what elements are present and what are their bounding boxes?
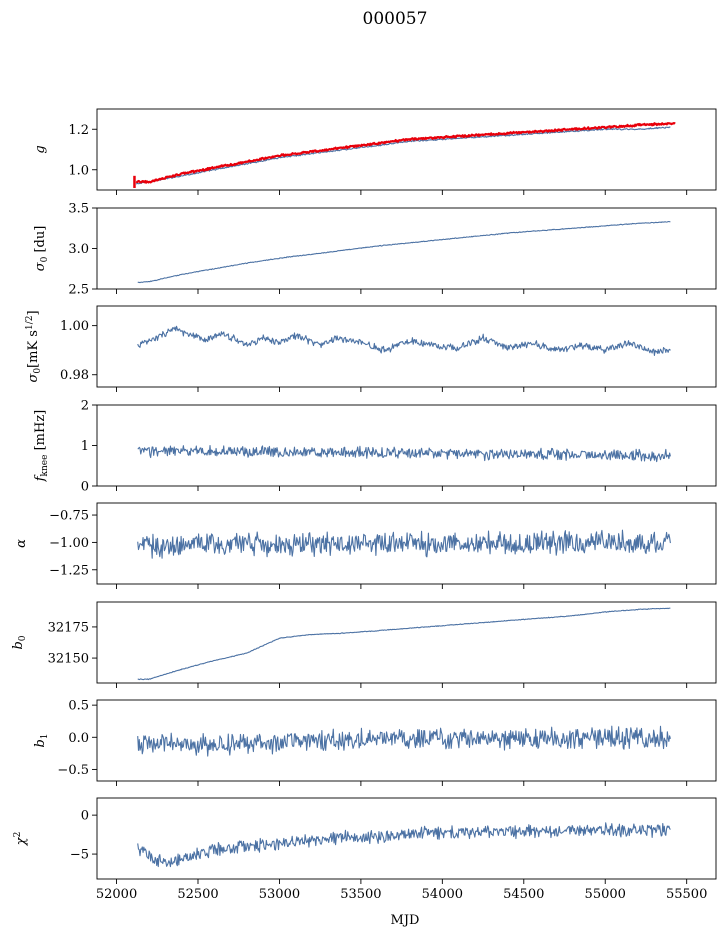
y-tick-label: 1.2 bbox=[68, 123, 89, 138]
y-axis-label: σ0 [du] bbox=[33, 226, 50, 272]
axes-frame bbox=[96, 699, 717, 782]
axes-frame bbox=[96, 207, 717, 290]
x-tick-label: 52000 bbox=[96, 887, 137, 902]
y-tick-label: 0.5 bbox=[68, 699, 89, 714]
series-line bbox=[137, 725, 671, 757]
y-tick-label: −0.75 bbox=[49, 509, 89, 524]
x-tick-label: 55000 bbox=[585, 887, 626, 902]
y-tick-label: 0 bbox=[81, 809, 89, 824]
y-tick-label: 2 bbox=[81, 399, 89, 414]
figure-title: 000057 bbox=[363, 9, 428, 29]
y-tick-label: 3.5 bbox=[68, 202, 89, 217]
y-tick-label: 1.00 bbox=[60, 319, 89, 334]
y-tick-label: 1 bbox=[81, 439, 89, 454]
panel-sigma0-du: 2.5 3.0 3.5 σ0 [du] bbox=[33, 202, 717, 298]
x-tick-label: 52500 bbox=[177, 887, 218, 902]
panel-b1: −0.5 0.0 0.5 b1 bbox=[33, 699, 717, 786]
y-axis-label: χ2 bbox=[13, 832, 29, 847]
series-line bbox=[137, 822, 671, 868]
series-line bbox=[137, 220, 671, 284]
panel-g: 1.0 1.2 g bbox=[33, 108, 717, 195]
y-tick-label: −1.00 bbox=[49, 536, 89, 551]
panel-b0: 32150 32175 b0 bbox=[11, 601, 717, 688]
panel-fknee: 0 1 2 fknee [mHz] bbox=[33, 399, 717, 495]
y-tick-label: 0 bbox=[81, 480, 89, 495]
x-tick-label: 53000 bbox=[259, 887, 300, 902]
x-tick-label: 54500 bbox=[503, 887, 544, 902]
series-line bbox=[137, 607, 671, 681]
series-line bbox=[137, 529, 671, 559]
y-axis-label: b1 bbox=[33, 733, 50, 747]
y-tick-label: 1.0 bbox=[68, 163, 89, 178]
y-tick-label: 32150 bbox=[48, 652, 89, 667]
axes-frame bbox=[96, 601, 717, 684]
y-axis-label: g bbox=[33, 145, 48, 153]
y-tick-label: −0.5 bbox=[57, 763, 89, 778]
y-tick-label: 0.0 bbox=[68, 731, 89, 746]
y-axis-label: α bbox=[14, 539, 29, 548]
x-tick-label: 55500 bbox=[666, 887, 707, 902]
axes-frame bbox=[96, 305, 717, 388]
x-tick-label: 54000 bbox=[422, 887, 463, 902]
series-line bbox=[137, 445, 671, 463]
panel-alpha: −1.25 −1.00 −0.75 α bbox=[14, 502, 717, 589]
y-tick-label: 2.5 bbox=[68, 283, 89, 298]
y-axis-label: fknee [mHz] bbox=[33, 410, 50, 483]
y-axis-label: b0 bbox=[11, 635, 28, 649]
axes-frame bbox=[96, 502, 717, 585]
y-tick-label: 3.0 bbox=[68, 242, 89, 257]
y-axis-label: σ0[mK s1/2] bbox=[25, 310, 43, 382]
y-tick-label: 32175 bbox=[48, 620, 89, 635]
y-tick-label: 0.98 bbox=[60, 368, 89, 383]
x-tick-label: 53500 bbox=[340, 887, 381, 902]
series-line bbox=[136, 126, 671, 185]
y-tick-label: −1.25 bbox=[49, 563, 89, 578]
panels: 1.0 1.2 g 2.5 3.0 3.5 σ0 [du] 0.98 1.00 σ0[mK s1/… bbox=[11, 108, 717, 902]
axes-frame bbox=[96, 404, 717, 487]
axes-frame bbox=[96, 108, 717, 191]
series-line bbox=[135, 121, 676, 184]
axes-frame bbox=[96, 797, 717, 880]
panel-sigma0-mks: 0.98 1.00 σ0[mK s1/2] bbox=[25, 305, 717, 392]
y-tick-label: −5 bbox=[70, 848, 89, 863]
x-axis-label: MJD bbox=[391, 913, 420, 928]
panel-chi2: −5 0 52000 52500 53000 53500 54000 54500 55000 55… bbox=[13, 797, 717, 902]
series-line bbox=[137, 325, 671, 356]
